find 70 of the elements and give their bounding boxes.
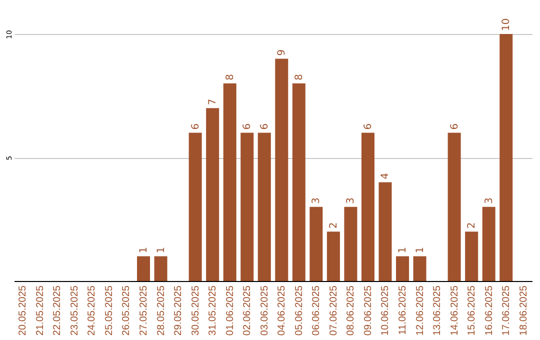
x-tick-label: 10.06.2025	[380, 285, 392, 336]
x-tick-label: 05.06.2025	[294, 285, 305, 336]
x-tick-label: 27.05.2025	[138, 285, 150, 336]
x-tick-label: 07.06.2025	[328, 285, 340, 336]
x-tick-label: 15.06.2025	[466, 285, 478, 336]
x-tick-label: 21.05.2025	[34, 285, 46, 336]
x-tick-label: 26.05.2025	[121, 285, 132, 336]
bar	[154, 256, 168, 281]
x-tick-label: 12.06.2025	[414, 285, 426, 336]
data-label: 2	[328, 222, 340, 229]
x-tick-label: 09.06.2025	[362, 285, 374, 336]
data-label: 3	[484, 198, 495, 204]
x-tick-label: 13.06.2025	[432, 285, 444, 336]
x-tick-label: 17.06.2025	[501, 285, 512, 336]
bar	[258, 132, 271, 281]
bar	[361, 132, 374, 281]
x-tick-label: 30.05.2025	[190, 285, 202, 336]
bar	[465, 232, 478, 281]
bar	[223, 83, 236, 281]
x-tick-label: 22.05.2025	[52, 285, 64, 336]
bar	[344, 206, 358, 281]
data-label: 6	[190, 123, 202, 130]
data-label: 3	[346, 198, 357, 204]
bar	[188, 132, 202, 281]
data-label: 4	[380, 172, 392, 180]
bar	[137, 256, 150, 281]
data-label: 10	[501, 18, 512, 31]
x-tick-label: 29.05.2025	[173, 285, 184, 336]
x-tick-label: 01.06.2025	[224, 285, 236, 336]
x-tick-label: 06.06.2025	[311, 285, 322, 336]
bar	[448, 132, 461, 281]
data-label: 6	[449, 123, 460, 130]
bar	[292, 83, 306, 281]
x-tick-label: 18.06.2025	[518, 285, 530, 336]
data-label: 1	[138, 246, 150, 254]
x-tick-label: 14.06.2025	[449, 285, 460, 336]
data-label: 1	[414, 246, 426, 254]
x-tick-label: 25.05.2025	[104, 285, 115, 336]
data-label: 2	[466, 222, 478, 229]
x-tick-label: 02.06.2025	[242, 285, 254, 336]
x-tick-label: 28.05.2025	[156, 285, 167, 336]
bar	[413, 256, 426, 281]
data-label: 6	[242, 123, 254, 130]
bar	[500, 34, 513, 281]
x-tick-label: 16.06.2025	[484, 285, 495, 336]
x-tick-label: 23.05.2025	[69, 285, 80, 336]
bar	[275, 58, 288, 281]
bar	[482, 206, 496, 281]
data-label: 9	[276, 49, 288, 56]
data-label: 8	[224, 74, 236, 80]
data-label: 6	[362, 123, 374, 130]
x-tick-label: 11.06.2025	[398, 285, 408, 335]
data-label: 6	[259, 123, 270, 130]
bar	[378, 182, 392, 281]
data-label: 7	[208, 98, 219, 106]
x-tick-label: 20.05.2025	[18, 285, 29, 336]
bar	[396, 256, 409, 281]
x-tick-label: 04.06.2025	[276, 285, 288, 336]
bar	[206, 108, 220, 281]
x-tick-label: 08.06.2025	[346, 285, 357, 336]
x-tick-label: 03.06.2025	[259, 285, 270, 336]
data-label: 1	[156, 246, 167, 254]
data-label: 1	[398, 246, 408, 254]
data-label: 8	[294, 74, 305, 80]
bar	[326, 232, 340, 281]
x-tick-label: 24.05.2025	[86, 285, 98, 336]
data-label: 3	[311, 198, 322, 204]
x-tick-label: 31.05.2025	[208, 285, 219, 336]
bar	[310, 206, 323, 281]
bar	[240, 132, 254, 281]
